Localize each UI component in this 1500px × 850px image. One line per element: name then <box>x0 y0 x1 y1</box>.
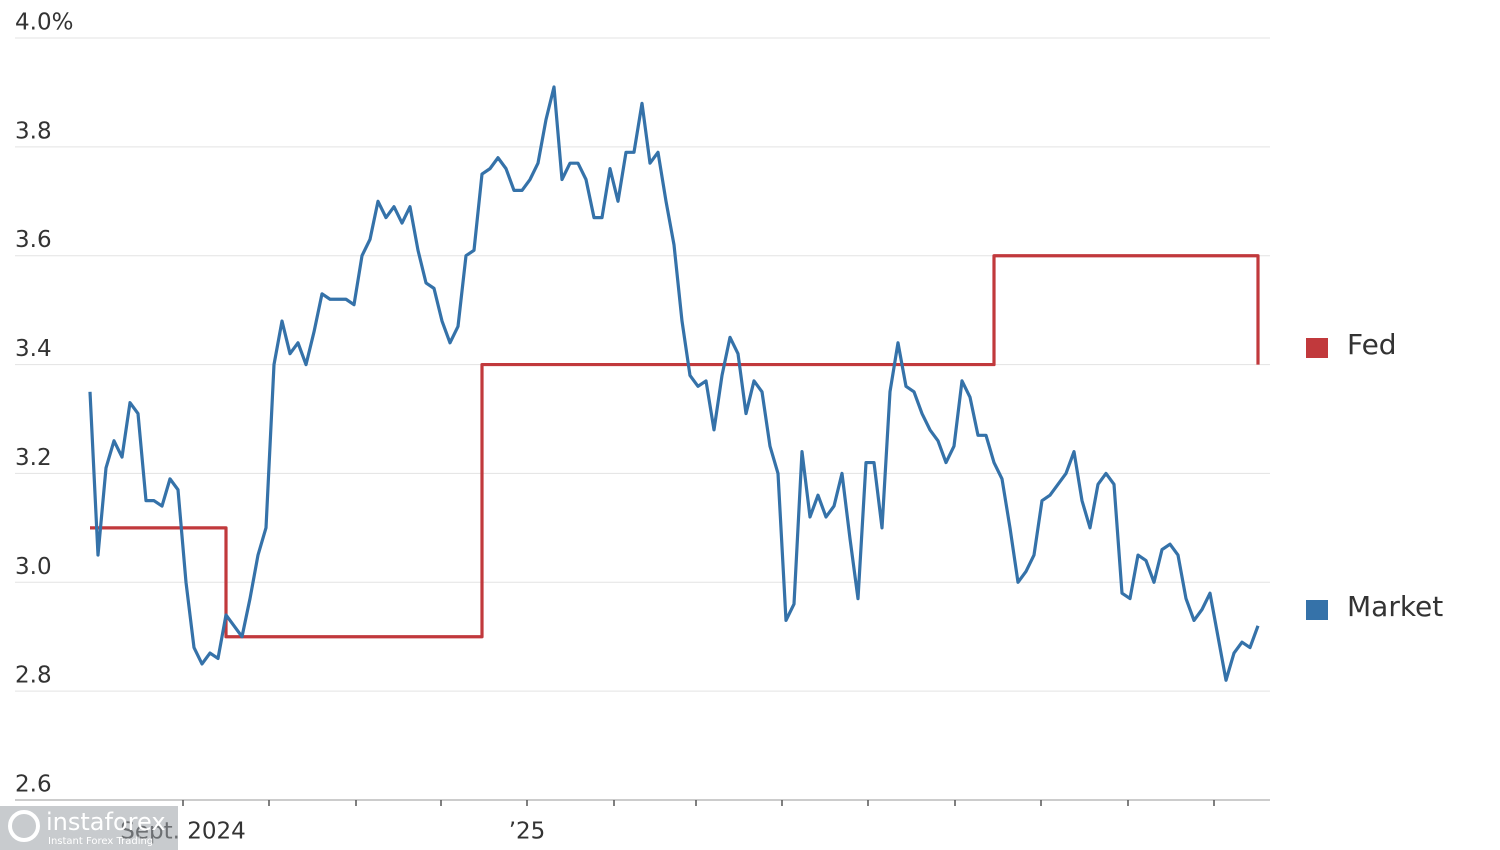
y-tick-label: 3.4 <box>15 336 52 362</box>
y-tick-label: 3.8 <box>15 118 52 144</box>
x-tick-label: ’25 <box>509 819 546 845</box>
y-tick-label: 2.8 <box>15 663 52 689</box>
watermark-logo <box>8 810 40 842</box>
legend-swatch <box>1306 338 1328 358</box>
y-tick-label: 3.2 <box>15 445 52 471</box>
line-series <box>90 254 1260 639</box>
y-tick-label: 3.0 <box>15 554 52 580</box>
y-tick-label: 3.6 <box>15 227 52 253</box>
watermark: instaforex Instant Forex Trading <box>0 806 178 850</box>
legend-label: Market <box>1347 590 1443 623</box>
legend-label: Fed <box>1347 328 1397 361</box>
watermark-brand: instaforex <box>46 808 166 836</box>
y-tick-label: 4.0% <box>15 10 73 36</box>
legend-swatch <box>1306 600 1328 620</box>
line-series <box>88 85 1260 682</box>
watermark-tagline: Instant Forex Trading <box>48 836 153 847</box>
y-tick-label: 2.6 <box>15 772 52 798</box>
